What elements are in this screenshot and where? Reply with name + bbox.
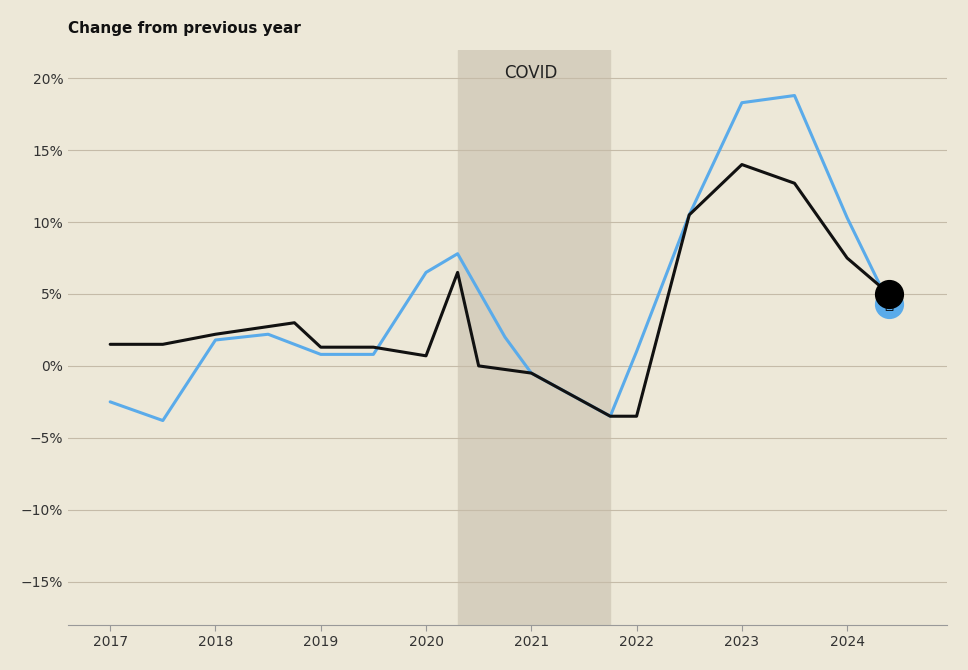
Bar <box>458 50 610 624</box>
Text: 🧀: 🧀 <box>885 297 893 312</box>
Text: 🍔: 🍔 <box>885 287 893 302</box>
Text: COVID: COVID <box>504 64 558 82</box>
Text: Change from previous year: Change from previous year <box>68 21 301 36</box>
